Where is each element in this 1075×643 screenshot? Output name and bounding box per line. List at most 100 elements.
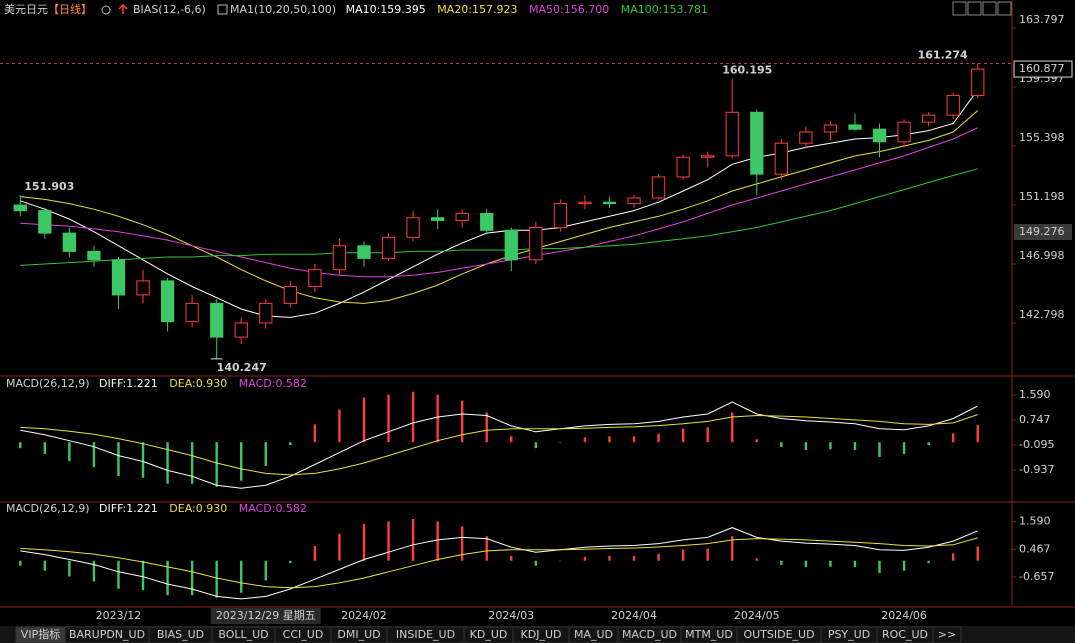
legend-value: 159.395 — [380, 3, 426, 16]
tab-label[interactable]: OUTSIDE_UD — [743, 628, 814, 641]
candle-body — [529, 226, 543, 261]
macd-bar — [215, 442, 218, 487]
high-label: 160.195 — [722, 64, 772, 77]
legend-value: 0.930 — [196, 502, 228, 515]
tab-label[interactable]: ROC_UD — [882, 628, 928, 641]
macd-bar — [853, 560, 857, 568]
macd-bar — [485, 536, 488, 561]
candle-body — [774, 142, 788, 175]
high-label: 151.903 — [24, 180, 74, 193]
tab-label[interactable]: CCI_UD — [283, 628, 324, 641]
x-tick-label: 2023/12/29 星期五 — [216, 609, 316, 622]
macd-bar — [559, 560, 562, 562]
series-line — [20, 414, 978, 476]
tab-label[interactable]: KDJ_UD — [521, 628, 562, 641]
button[interactable] — [952, 1, 967, 16]
candle-body — [357, 245, 371, 259]
macd-bar — [681, 549, 685, 561]
candle-body — [578, 201, 592, 205]
macd-bar — [583, 556, 587, 561]
legend-value: 0.582 — [275, 502, 307, 515]
tab-label[interactable]: BIAS_UD — [157, 628, 204, 641]
tab-label[interactable]: MACD_UD — [622, 628, 677, 641]
tab-label[interactable]: DMI_UD — [337, 628, 380, 641]
candle-body — [38, 210, 52, 234]
macd-bar — [657, 433, 660, 443]
candle-body — [872, 128, 887, 143]
indicator: BIAS(12,-6,6) — [133, 3, 206, 16]
macd-bar — [92, 442, 96, 468]
macd-bar — [632, 436, 636, 443]
button[interactable] — [967, 1, 982, 16]
candle-body — [136, 280, 150, 296]
icon[interactable] — [118, 3, 128, 14]
candle-body — [701, 155, 715, 158]
tab[interactable] — [932, 626, 962, 643]
macd-bar — [215, 560, 218, 598]
macd-bar — [338, 533, 341, 561]
legend-name: DIFF: — [99, 502, 126, 515]
tab-label[interactable]: MTM_UD — [685, 628, 733, 641]
crosshair-price: 149.276 — [1019, 225, 1065, 238]
candle-body — [823, 124, 838, 133]
macd-bar — [190, 560, 194, 596]
macd-bar — [338, 409, 341, 443]
x-tick-label: 2023/12 — [96, 609, 142, 622]
series-line — [20, 537, 978, 589]
macd-bar — [460, 400, 464, 443]
macd-bar — [313, 424, 317, 443]
candle-body — [725, 111, 739, 157]
macd-bar — [510, 555, 513, 561]
icon[interactable] — [101, 5, 111, 15]
macd-bar — [853, 442, 857, 450]
macd-bar — [755, 439, 758, 443]
macd-bar — [117, 442, 120, 477]
macd-bar — [19, 442, 22, 449]
macd-bar — [510, 436, 513, 443]
tab-label[interactable]: INSIDE_UD — [396, 628, 455, 641]
tab-label[interactable]: PSY_UD — [828, 628, 870, 641]
macd-bar — [878, 560, 881, 574]
x-tick-label: 2024/04 — [611, 609, 657, 622]
candle-body — [87, 250, 101, 261]
x-tick-label: 2024/03 — [488, 609, 534, 622]
macd-header: MACD(26,12,9) DIFF:1.221 DEA:0.930 MACD:… — [6, 377, 307, 390]
button[interactable] — [997, 1, 1012, 16]
macd-bar — [313, 546, 317, 561]
y-tick-label: 151.198 — [1019, 190, 1065, 203]
candle-body — [308, 269, 322, 287]
candle-body — [602, 201, 617, 205]
y-tick-label: 1.590 — [1019, 388, 1051, 401]
y-tick-label: 155.398 — [1019, 131, 1065, 144]
macd-bar — [681, 428, 685, 443]
macd-bar — [731, 536, 734, 561]
macd-bar — [804, 560, 808, 568]
tab-label[interactable]: >> — [938, 628, 956, 641]
low-label: 140.247 — [217, 361, 267, 374]
legend-value: 0.930 — [196, 377, 228, 390]
macd-bar — [436, 521, 439, 561]
tab-label[interactable]: BARUPDN_UD — [69, 628, 145, 641]
button[interactable] — [982, 1, 997, 16]
high-label: 161.274 — [918, 48, 968, 61]
macd-bar — [92, 560, 96, 582]
macd-bar — [829, 560, 832, 567]
indicator: MACD(26,12,9) — [6, 377, 90, 390]
legend-value: 156.700 — [564, 3, 610, 16]
candle-body — [897, 121, 911, 143]
tab-label[interactable]: VIP指标 — [21, 627, 60, 641]
icon[interactable] — [217, 4, 228, 15]
macd-bar — [240, 560, 243, 593]
candle-body — [406, 217, 420, 238]
legend-name: MA50: — [529, 3, 564, 16]
macd-bar — [976, 546, 979, 561]
y-tick-label: 0.467 — [1019, 542, 1051, 555]
tab-label[interactable]: MA_UD — [574, 628, 613, 641]
macd-bar — [264, 560, 267, 581]
tab-label[interactable]: KD_UD — [470, 628, 508, 641]
macd-bar — [534, 442, 538, 449]
candle-body — [651, 176, 666, 199]
tab-label[interactable]: BOLL_UD — [218, 628, 268, 641]
macd-bar — [68, 560, 71, 577]
